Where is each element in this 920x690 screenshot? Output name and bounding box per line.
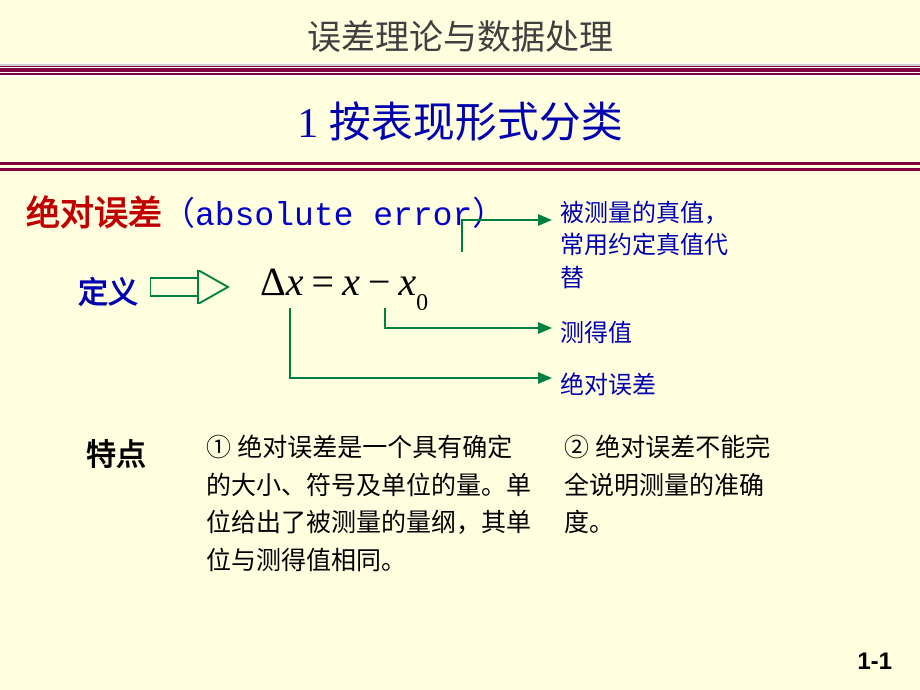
header-title: 误差理论与数据处理	[0, 0, 920, 59]
callouts-group: 被测量的真值，常用约定真值代替 测得值 绝对误差	[0, 210, 920, 430]
feature-item-1: ① 绝对误差是一个具有确定的大小、符号及单位的量。单位给出了被测量的量纲，其单位…	[206, 430, 536, 580]
feature-item-2: ② 绝对误差不能完全说明测量的准确度。	[564, 430, 794, 543]
section-title: 1 按表现形式分类	[0, 89, 920, 150]
header-divider	[0, 67, 920, 73]
page-number: 1-1	[857, 648, 892, 676]
callout-absolute-error: 绝对误差	[560, 370, 740, 402]
callout-measured-value: 测得值	[560, 318, 740, 350]
features-label: 特点	[86, 430, 146, 474]
callout-true-value: 被测量的真值，常用约定真值代替	[560, 198, 740, 295]
definition-diagram: 定义 Δx=x−x0 被测量的真值，常用约定真值代替 测得值 绝对误差	[0, 210, 920, 430]
section-divider	[0, 162, 920, 172]
